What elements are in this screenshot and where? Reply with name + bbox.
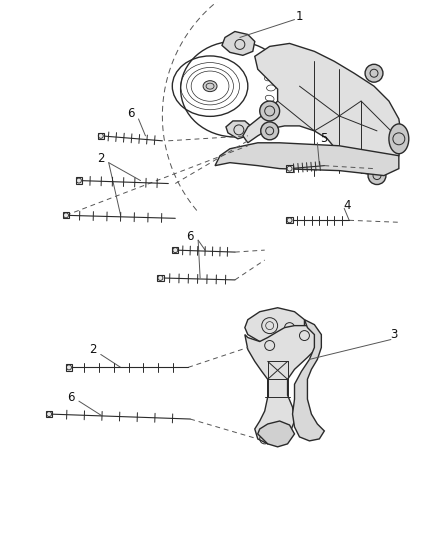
Polygon shape xyxy=(226,121,252,139)
Circle shape xyxy=(260,101,279,121)
Polygon shape xyxy=(293,320,324,441)
Text: 1: 1 xyxy=(296,10,303,23)
Polygon shape xyxy=(66,364,72,370)
Polygon shape xyxy=(245,326,321,444)
Polygon shape xyxy=(98,133,104,139)
Circle shape xyxy=(368,167,386,184)
Text: 3: 3 xyxy=(390,328,398,341)
Text: 4: 4 xyxy=(343,199,351,212)
Text: 6: 6 xyxy=(127,108,134,120)
Polygon shape xyxy=(76,177,82,184)
Ellipse shape xyxy=(389,124,409,154)
Polygon shape xyxy=(245,308,304,344)
Polygon shape xyxy=(157,275,163,281)
Text: 6: 6 xyxy=(187,230,194,243)
Polygon shape xyxy=(286,217,293,223)
Polygon shape xyxy=(215,143,399,175)
Polygon shape xyxy=(63,212,69,219)
Text: 6: 6 xyxy=(67,391,75,403)
Polygon shape xyxy=(46,411,52,417)
Circle shape xyxy=(261,122,279,140)
Text: 2: 2 xyxy=(97,152,105,165)
Polygon shape xyxy=(172,247,178,253)
Polygon shape xyxy=(222,31,255,55)
Polygon shape xyxy=(258,421,294,447)
Circle shape xyxy=(365,64,383,82)
Text: 2: 2 xyxy=(89,343,96,356)
Polygon shape xyxy=(243,43,402,175)
Polygon shape xyxy=(286,165,293,172)
Ellipse shape xyxy=(203,80,217,92)
Text: 5: 5 xyxy=(320,132,327,146)
